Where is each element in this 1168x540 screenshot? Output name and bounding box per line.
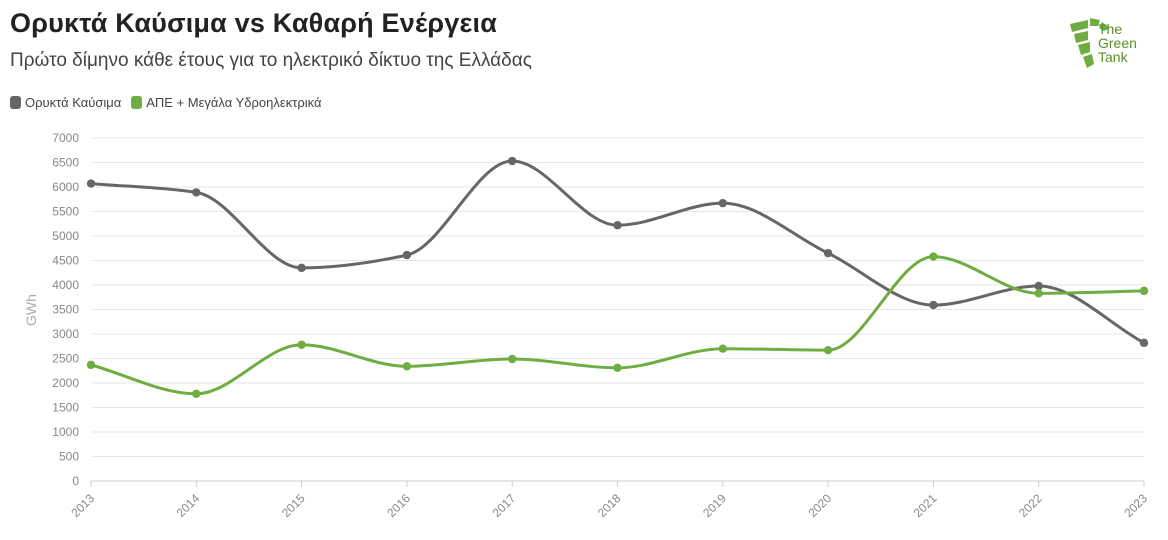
y-tick-label: 5000 bbox=[52, 229, 79, 243]
legend-swatch-renewables bbox=[131, 96, 143, 109]
data-point-renewables-2017[interactable] bbox=[508, 354, 517, 364]
data-point-renewables-2018[interactable] bbox=[613, 363, 622, 373]
y-tick-label: 3000 bbox=[52, 327, 79, 341]
data-point-renewables-2013[interactable] bbox=[86, 360, 96, 370]
data-point-fossil-2019[interactable] bbox=[718, 198, 727, 208]
data-point-renewables-2021[interactable] bbox=[929, 252, 938, 261]
data-point-renewables-2019[interactable] bbox=[718, 344, 727, 353]
x-tick-label: 2014 bbox=[174, 491, 203, 520]
y-tick-label: 7000 bbox=[52, 131, 79, 145]
y-tick-label: 1500 bbox=[52, 401, 79, 415]
chart-subtitle: Πρώτο δίμηνο κάθε έτους για το ηλεκτρικό… bbox=[10, 50, 532, 71]
data-point-renewables-2022[interactable] bbox=[1034, 289, 1043, 298]
y-tick-label: 1000 bbox=[52, 425, 79, 439]
data-point-fossil-2017[interactable] bbox=[508, 156, 517, 166]
legend-label-fossil: Ορυκτά Καύσιμα bbox=[25, 95, 122, 110]
x-tick-label: 2016 bbox=[384, 491, 413, 520]
data-point-fossil-2013[interactable] bbox=[86, 179, 96, 188]
x-tick-label: 2020 bbox=[805, 491, 834, 520]
data-point-renewables-2014[interactable] bbox=[192, 389, 201, 398]
legend: Ορυκτά Καύσιμα ΑΠΕ + Μεγάλα Υδροηλεκτρικ… bbox=[10, 95, 321, 110]
y-tick-label: 2500 bbox=[52, 352, 79, 366]
data-point-fossil-2018[interactable] bbox=[613, 221, 622, 230]
data-point-renewables-2016[interactable] bbox=[402, 362, 412, 371]
x-tick-label: 2017 bbox=[490, 491, 519, 520]
y-tick-label: 0 bbox=[72, 474, 79, 488]
x-tick-label: 2022 bbox=[1016, 491, 1045, 520]
data-point-fossil-2020[interactable] bbox=[823, 248, 833, 258]
x-tick-label: 2021 bbox=[911, 491, 940, 520]
data-point-fossil-2023[interactable] bbox=[1139, 338, 1149, 348]
y-tick-label: 2000 bbox=[52, 376, 79, 390]
green-tank-logo bbox=[1070, 18, 1110, 68]
legend-item-fossil[interactable]: Ορυκτά Καύσιμα bbox=[10, 95, 121, 110]
y-tick-label: 5500 bbox=[52, 205, 79, 219]
x-tick-label: 2019 bbox=[700, 491, 729, 520]
data-point-renewables-2023[interactable] bbox=[1139, 286, 1149, 296]
data-point-renewables-2015[interactable] bbox=[297, 340, 306, 349]
y-tick-label: 4000 bbox=[52, 278, 79, 292]
logo-text-line3: Tank bbox=[1098, 49, 1128, 65]
logo-text: The Green Tank bbox=[1098, 22, 1137, 64]
y-tick-label: 6500 bbox=[52, 156, 79, 170]
logo-text-line2: Green bbox=[1098, 35, 1137, 51]
data-point-fossil-2021[interactable] bbox=[929, 300, 938, 310]
x-tick-label: 2013 bbox=[68, 491, 97, 520]
y-tick-label: 6000 bbox=[52, 180, 79, 194]
y-tick-label: 500 bbox=[59, 450, 79, 464]
chart-title: Ορυκτά Καύσιμα vs Καθαρή Ενέργεια bbox=[10, 8, 497, 38]
data-point-fossil-2015[interactable] bbox=[297, 263, 306, 273]
series-line-renewables bbox=[89, 255, 1146, 396]
y-tick-label: 4500 bbox=[52, 254, 79, 268]
legend-item-renewables[interactable]: ΑΠΕ + Μεγάλα Υδροηλεκτρικά bbox=[131, 95, 321, 110]
x-tick-label: 2015 bbox=[279, 491, 308, 520]
data-point-fossil-2016[interactable] bbox=[402, 250, 412, 260]
data-point-fossil-2014[interactable] bbox=[192, 188, 201, 197]
legend-swatch-fossil bbox=[10, 96, 21, 109]
data-point-fossil-2022[interactable] bbox=[1034, 281, 1043, 291]
legend-label-renewables: ΑΠΕ + Μεγάλα Υδροηλεκτρικά bbox=[146, 95, 322, 110]
data-point-renewables-2020[interactable] bbox=[823, 345, 833, 355]
series-line-fossil bbox=[89, 159, 1146, 345]
y-tick-label: 3500 bbox=[52, 303, 79, 317]
logo-text-line1: The bbox=[1098, 21, 1123, 37]
x-tick-label: 2023 bbox=[1121, 491, 1150, 520]
x-tick-label: 2018 bbox=[595, 491, 624, 520]
y-axis-label: GWh bbox=[23, 294, 39, 326]
